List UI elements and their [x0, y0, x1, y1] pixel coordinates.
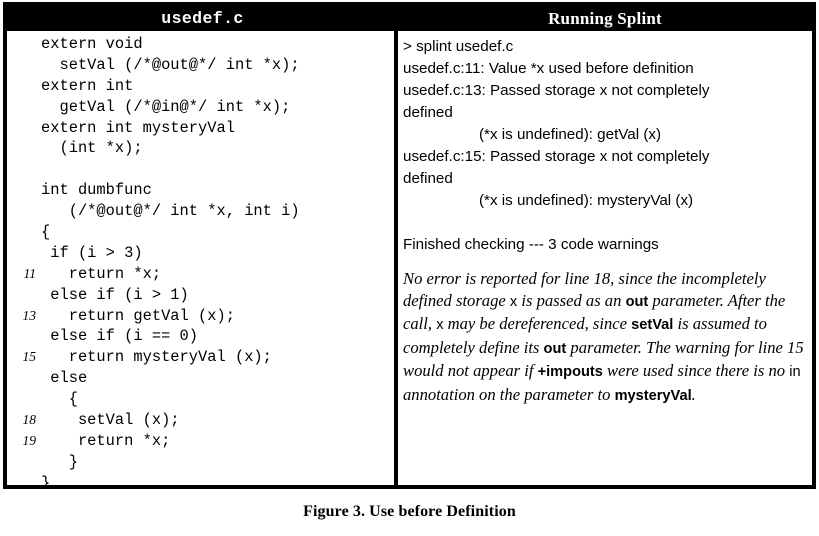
code-line-text: extern int: [41, 76, 134, 95]
commentary-identifier: setVal: [631, 317, 674, 333]
commentary-identifier: out: [543, 340, 567, 357]
console-line: usedef.c:13: Passed storage x not comple…: [403, 82, 710, 99]
code-line-text: (/*@out@*/ int *x, int i): [41, 202, 300, 221]
code-line: else if (i > 1): [7, 285, 394, 306]
source-code-cell: extern void setVal (/*@out@*/ int *x); ex…: [7, 31, 398, 485]
code-line-text: setVal (x);: [41, 411, 180, 430]
splint-console-output: > splint usedef.c usedef.c:11: Value *x u…: [403, 36, 808, 256]
commentary-identifier: mysteryVal: [614, 387, 692, 404]
console-line: usedef.c:15: Passed storage x not comple…: [403, 148, 710, 165]
code-line: }: [7, 473, 394, 485]
column-header-usedef-c: usedef.c: [161, 9, 244, 28]
code-line-text: extern int mysteryVal: [41, 118, 235, 137]
code-line: {: [7, 389, 394, 410]
splint-output-cell: > splint usedef.c usedef.c:11: Value *x u…: [398, 31, 812, 485]
code-line: if (i > 3): [7, 243, 394, 264]
code-line-text: }: [41, 473, 51, 485]
code-line-text: setVal (/*@out@*/ int *x);: [41, 55, 300, 74]
code-line-text: (int *x);: [41, 139, 143, 158]
code-line-text: return *x;: [41, 431, 171, 450]
commentary-identifier: x: [509, 293, 518, 310]
code-listing: extern void setVal (/*@out@*/ int *x); ex…: [7, 34, 394, 485]
commentary-text: annotation on the parameter to: [403, 384, 615, 404]
commentary-text: No error is reported for line 18, since …: [403, 269, 766, 310]
code-line-number: 11: [23, 265, 37, 281]
table-body-row: extern void setVal (/*@out@*/ int *x); ex…: [7, 31, 812, 485]
code-line: extern int mysteryVal: [7, 118, 394, 139]
commentary-identifier: in: [789, 364, 801, 380]
code-line-number: 18: [22, 412, 37, 428]
code-line: int dumbfunc: [7, 180, 394, 201]
code-line: 11 return *x;: [7, 264, 394, 285]
commentary-text: were used since there is no: [602, 361, 790, 380]
code-line: (int *x);: [7, 138, 394, 159]
code-line: (/*@out@*/ int *x, int i): [7, 201, 394, 222]
code-line: 19 return *x;: [7, 431, 394, 452]
console-line: Finished checking --- 3 code warnings: [403, 236, 659, 253]
commentary-text: parameter. After the call,: [403, 290, 786, 334]
commentary-text: is passed as an: [517, 290, 626, 310]
code-line-text: extern void: [41, 35, 143, 53]
commentary-text: parameter. The warning for line 15 would…: [403, 337, 804, 381]
console-line: defined: [403, 170, 453, 187]
code-line: else: [7, 368, 394, 389]
commentary-text: may be dereferenced, since: [443, 314, 632, 333]
code-line: }: [7, 452, 394, 473]
two-column-figure-table: usedef.c Running Splint extern void setV…: [3, 2, 816, 489]
code-line-text: return mysteryVal (x);: [41, 348, 272, 367]
code-line: getVal (/*@in@*/ int *x);: [7, 97, 394, 118]
commentary-paragraph: No error is reported for line 18, since …: [403, 268, 808, 407]
code-line: {: [7, 222, 394, 243]
code-line-number: 13: [22, 307, 37, 323]
commentary-identifier: x: [436, 317, 444, 333]
code-line-text: int dumbfunc: [41, 181, 152, 200]
figure-caption: Figure 3. Use before Definition: [303, 503, 516, 520]
commentary-identifier: +impouts: [537, 364, 603, 380]
code-line-text: if (i > 3): [41, 243, 143, 262]
code-line: extern int: [7, 76, 394, 97]
console-line: usedef.c:11: Value *x used before defini…: [403, 60, 694, 77]
code-line-number: 15: [22, 349, 37, 365]
code-line-text: else: [41, 369, 88, 388]
column-header-running-splint: Running Splint: [548, 8, 662, 28]
code-line: else if (i == 0): [7, 326, 394, 347]
code-line-text: [41, 159, 394, 180]
console-line: > splint usedef.c: [403, 38, 514, 55]
code-line-text: {: [41, 390, 78, 409]
console-line: defined: [403, 104, 453, 121]
commentary-text: is assumed to completely define its: [403, 314, 767, 357]
commentary-text: .: [691, 384, 696, 404]
code-line: 18 setVal (x);: [7, 410, 394, 431]
code-line-text: return getVal (x);: [41, 306, 235, 325]
code-line-text: getVal (/*@in@*/ int *x);: [41, 97, 291, 116]
code-line-text: return *x;: [41, 264, 162, 283]
table-header-row: usedef.c Running Splint: [7, 6, 812, 31]
code-line-text: {: [41, 223, 51, 242]
code-line: [7, 159, 394, 180]
code-line-text: else if (i > 1): [41, 285, 189, 304]
console-line: (*x is undefined): mysteryVal (x): [479, 192, 694, 209]
commentary-identifier: out: [625, 293, 649, 310]
code-line: 15 return mysteryVal (x);: [7, 347, 394, 368]
code-line: extern void: [7, 34, 394, 55]
console-line: (*x is undefined): getVal (x): [479, 126, 662, 143]
code-line: setVal (/*@out@*/ int *x);: [7, 55, 394, 76]
console-blank-line: [403, 212, 808, 234]
code-line-text: else if (i == 0): [41, 327, 199, 346]
code-line-text: }: [41, 452, 78, 471]
code-line: 13 return getVal (x);: [7, 306, 394, 327]
code-line-number: 19: [22, 432, 37, 448]
